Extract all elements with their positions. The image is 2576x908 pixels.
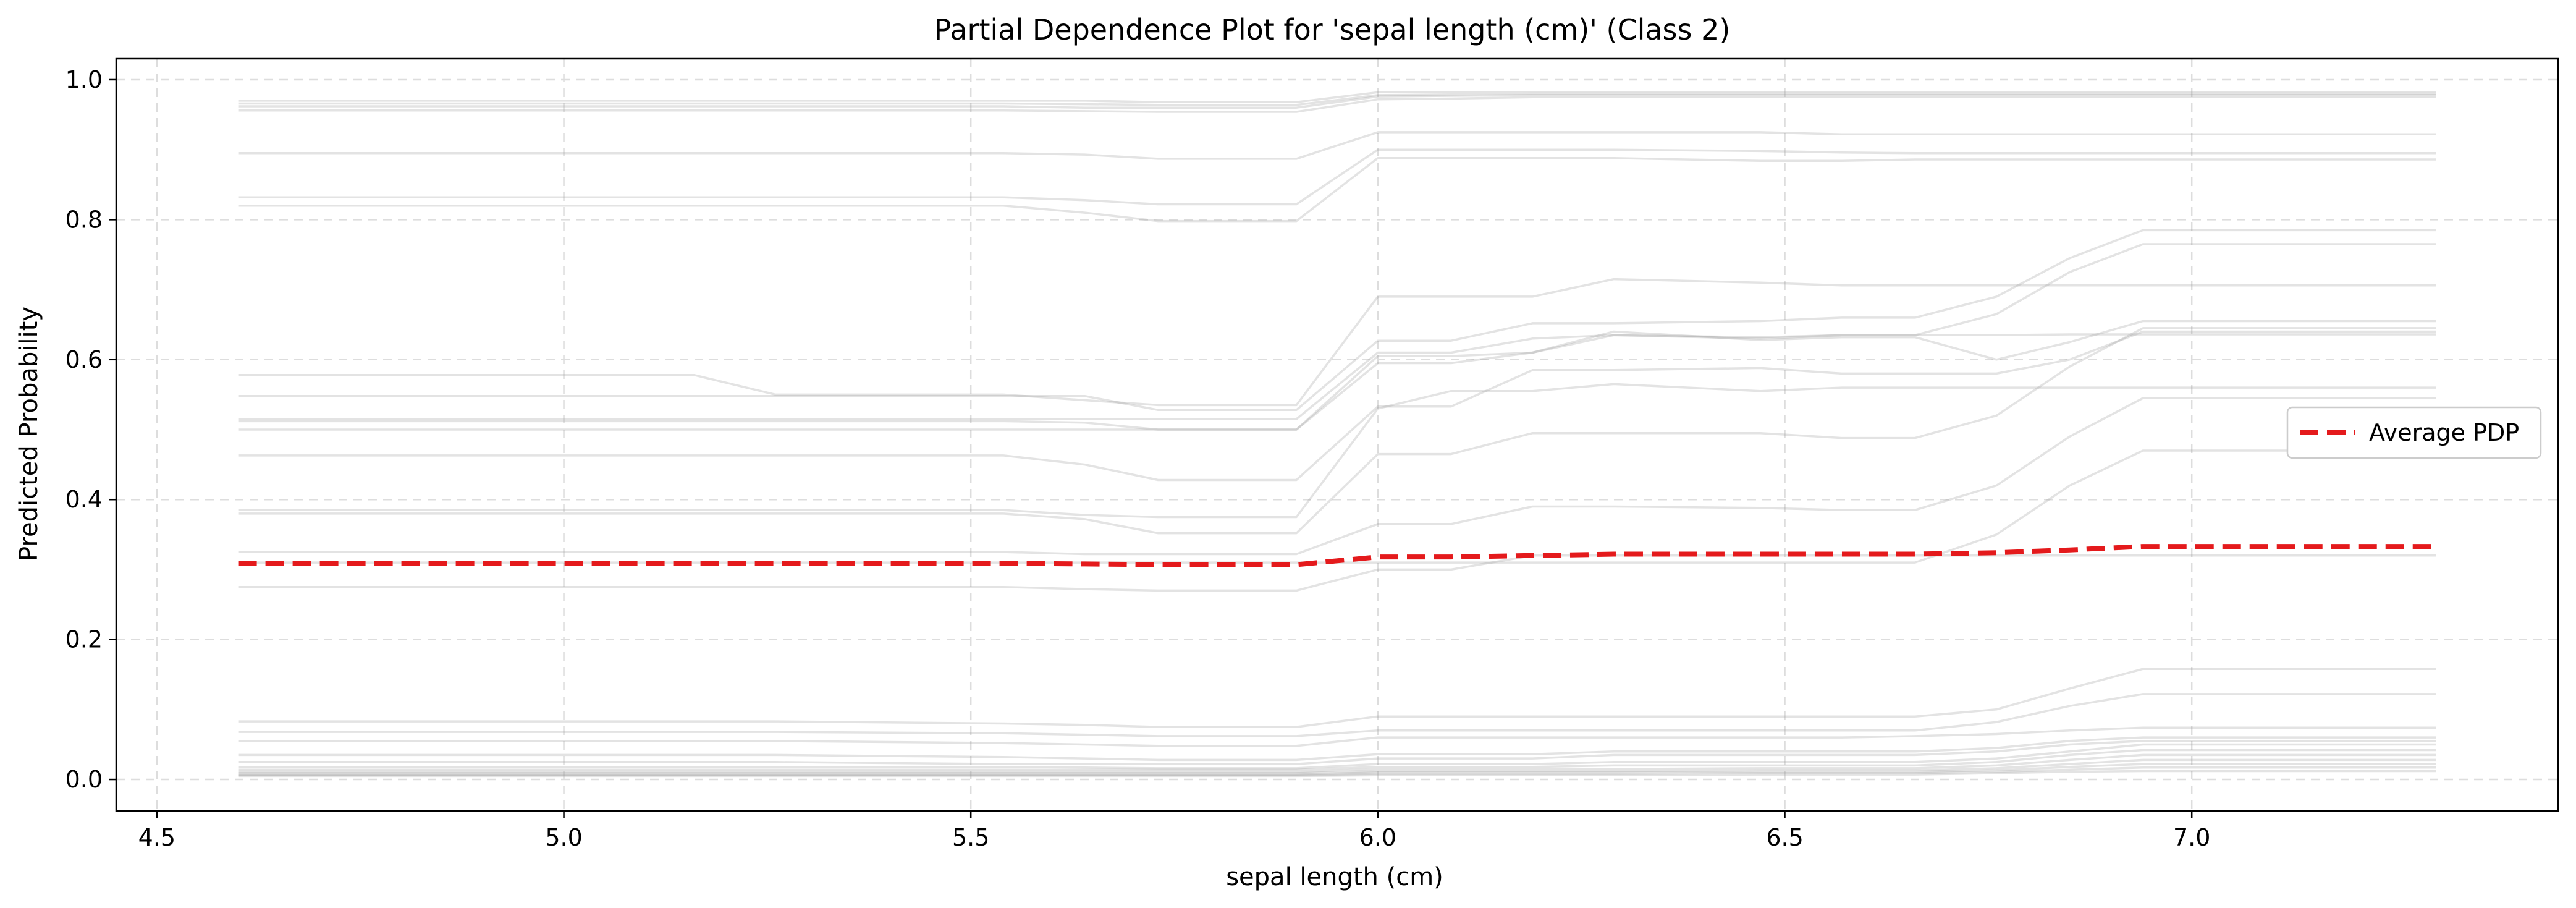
y-axis-label: Predicted Probability [15, 307, 43, 561]
ice-line [238, 770, 2436, 778]
x-tick-label: 4.5 [138, 824, 175, 851]
ice-line [238, 554, 2436, 592]
ice-line [238, 229, 2436, 412]
ice-line [238, 740, 2436, 765]
x-tick-label: 7.0 [2173, 824, 2210, 851]
ice-line [238, 749, 2436, 771]
ice-line [238, 278, 2436, 407]
ice-line [238, 449, 2436, 564]
plot-frame [115, 57, 2559, 812]
average-pdp-line [238, 544, 2436, 567]
y-tick-label: 0.0 [65, 766, 103, 793]
y-axis-ticks: 0.0 0.2 0.4 0.6 0.8 1.0 [65, 66, 116, 793]
ice-line [238, 91, 2436, 103]
legend: Average PDP [2286, 406, 2542, 459]
x-tick-label: 6.0 [1359, 824, 1396, 851]
x-tick-label: 5.0 [545, 824, 582, 851]
ice-line [238, 333, 2436, 431]
ice-line [238, 330, 2436, 482]
ice-line [238, 94, 2436, 109]
ice-line [238, 766, 2436, 777]
y-tick-label: 0.8 [65, 206, 103, 233]
ice-line [238, 383, 2436, 519]
x-tick-label: 6.5 [1766, 824, 1803, 851]
x-axis-ticks: 4.5 5.0 5.5 6.0 6.5 7.0 [138, 811, 2210, 851]
gridlines [116, 59, 2558, 811]
ice-lines [238, 91, 2436, 778]
x-tick-label: 5.5 [952, 824, 989, 851]
ice-line [238, 243, 2436, 420]
ice-line [238, 668, 2436, 728]
ice-line [238, 753, 2436, 773]
ice-line [238, 758, 2436, 774]
ice-line [238, 763, 2436, 776]
ice-line [238, 148, 2436, 206]
ice-line [238, 743, 2436, 770]
y-tick-label: 0.4 [65, 486, 103, 513]
ice-line [238, 693, 2436, 737]
legend-entry-average-pdp: Average PDP [2369, 419, 2519, 446]
ice-line [238, 726, 2436, 747]
ice-line [238, 327, 2436, 535]
chart-title: Partial Dependence Plot for 'sepal lengt… [934, 13, 1731, 46]
ice-line [238, 131, 2436, 160]
x-axis-label: sepal length (cm) [1226, 863, 1443, 891]
ice-line [238, 157, 2436, 223]
y-tick-label: 1.0 [65, 66, 103, 93]
ice-line [238, 736, 2436, 762]
ice-line [238, 397, 2436, 556]
ice-line [238, 320, 2436, 431]
y-tick-label: 0.6 [65, 346, 103, 373]
legend-box [2286, 406, 2542, 459]
ice-line [238, 96, 2436, 113]
ice-line [238, 92, 2436, 106]
y-tick-label: 0.2 [65, 626, 103, 653]
